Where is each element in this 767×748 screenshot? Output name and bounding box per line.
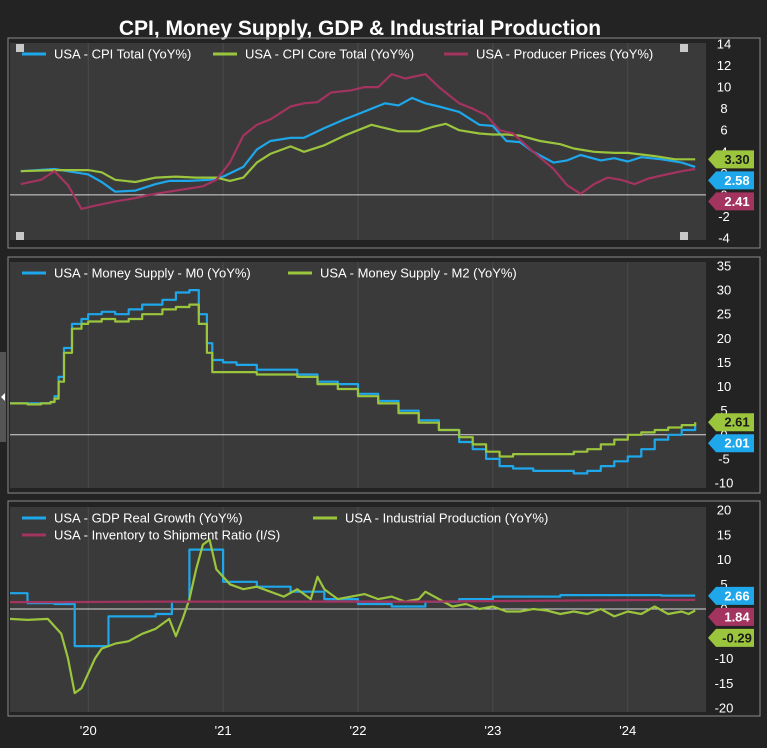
resize-handle[interactable] [16,44,24,52]
panel-growth: -20-15-10-505101520USA - GDP Real Growth… [7,500,761,717]
last-value-badge [708,150,754,169]
y-tick-label: 15 [717,527,731,542]
last-value-label: 3.30 [724,152,749,167]
x-tick-label: '24 [619,723,636,738]
y-tick-label: 6 [720,123,727,138]
last-value-badge [708,171,754,190]
y-tick-label: -10 [715,651,734,666]
last-value-label: -0.29 [722,630,752,645]
last-value-label: 2.41 [724,194,749,209]
panel-inflation: -4-202468101214USA - CPI Total (YoY%)USA… [7,37,761,249]
last-value-badge [708,434,754,453]
x-tick-label: '21 [215,723,232,738]
y-tick-label: 14 [717,37,731,52]
series-line-1 [10,303,697,458]
y-tick-label: 15 [717,355,731,370]
collapse-arrow-icon[interactable] [1,393,5,401]
y-tick-label: 30 [717,283,731,298]
last-value-label: 2.01 [724,436,749,451]
series-line-0 [20,96,696,193]
last-value-badge [708,192,754,211]
y-tick-label: 10 [717,379,731,394]
last-value-badge [708,628,754,647]
series-line-2 [20,73,696,210]
last-value-label: 2.61 [724,415,749,430]
last-value-label: 2.58 [724,173,749,188]
y-tick-label: -2 [718,209,730,224]
y-tick-label: 25 [717,307,731,322]
last-value-label: 2.66 [724,588,749,603]
last-value-badge [708,586,754,605]
y-tick-label: 10 [717,552,731,567]
legend-label: USA - CPI Total (YoY%) [54,47,191,62]
legend-label: USA - Producer Prices (YoY%) [476,47,653,62]
y-tick-label: 10 [717,80,731,95]
panel-frame [7,256,761,494]
x-tick-label: '20 [80,723,97,738]
chart-title: CPI, Money Supply, GDP & Industrial Prod… [118,17,602,40]
y-tick-label: 35 [717,259,731,274]
legend-label: USA - CPI Core Total (YoY%) [245,47,414,62]
x-tick-label: '22 [350,723,367,738]
series-line-2 [10,598,696,604]
y-tick-label: 5 [720,577,727,592]
last-value-badge [708,607,754,626]
legend-label: USA - GDP Real Growth (YoY%) [54,511,243,526]
legend-label: USA - Inventory to Shipment Ratio (I/S) [54,528,280,543]
y-tick-label: 5 [720,403,727,418]
y-tick-label: -15 [715,676,734,691]
y-tick-label: -10 [715,476,734,491]
last-value-badge [708,413,754,432]
legend-label: USA - Money Supply - M0 (YoY%) [54,266,251,281]
resize-handle[interactable] [680,44,688,52]
y-tick-label: 20 [717,331,731,346]
x-tick-label: '23 [484,723,501,738]
y-tick-label: -4 [718,231,730,246]
resize-handle[interactable] [680,232,688,240]
series-line-0 [10,289,697,475]
panel-money: -10-505101520253035USA - Money Supply - … [7,256,761,494]
y-tick-label: 20 [717,503,731,518]
y-tick-label: 8 [720,101,727,116]
y-tick-label: -20 [715,701,734,716]
series-line-1 [9,538,696,695]
y-tick-label: 12 [717,58,731,73]
legend-label: USA - Industrial Production (YoY%) [345,511,548,526]
last-value-label: 1.84 [724,609,750,624]
series-line-1 [20,122,696,184]
resize-handle[interactable] [16,232,24,240]
legend-label: USA - Money Supply - M2 (YoY%) [320,266,517,281]
panel-frame [7,500,761,717]
panel-frame [7,37,761,249]
y-tick-label: -5 [718,451,730,466]
